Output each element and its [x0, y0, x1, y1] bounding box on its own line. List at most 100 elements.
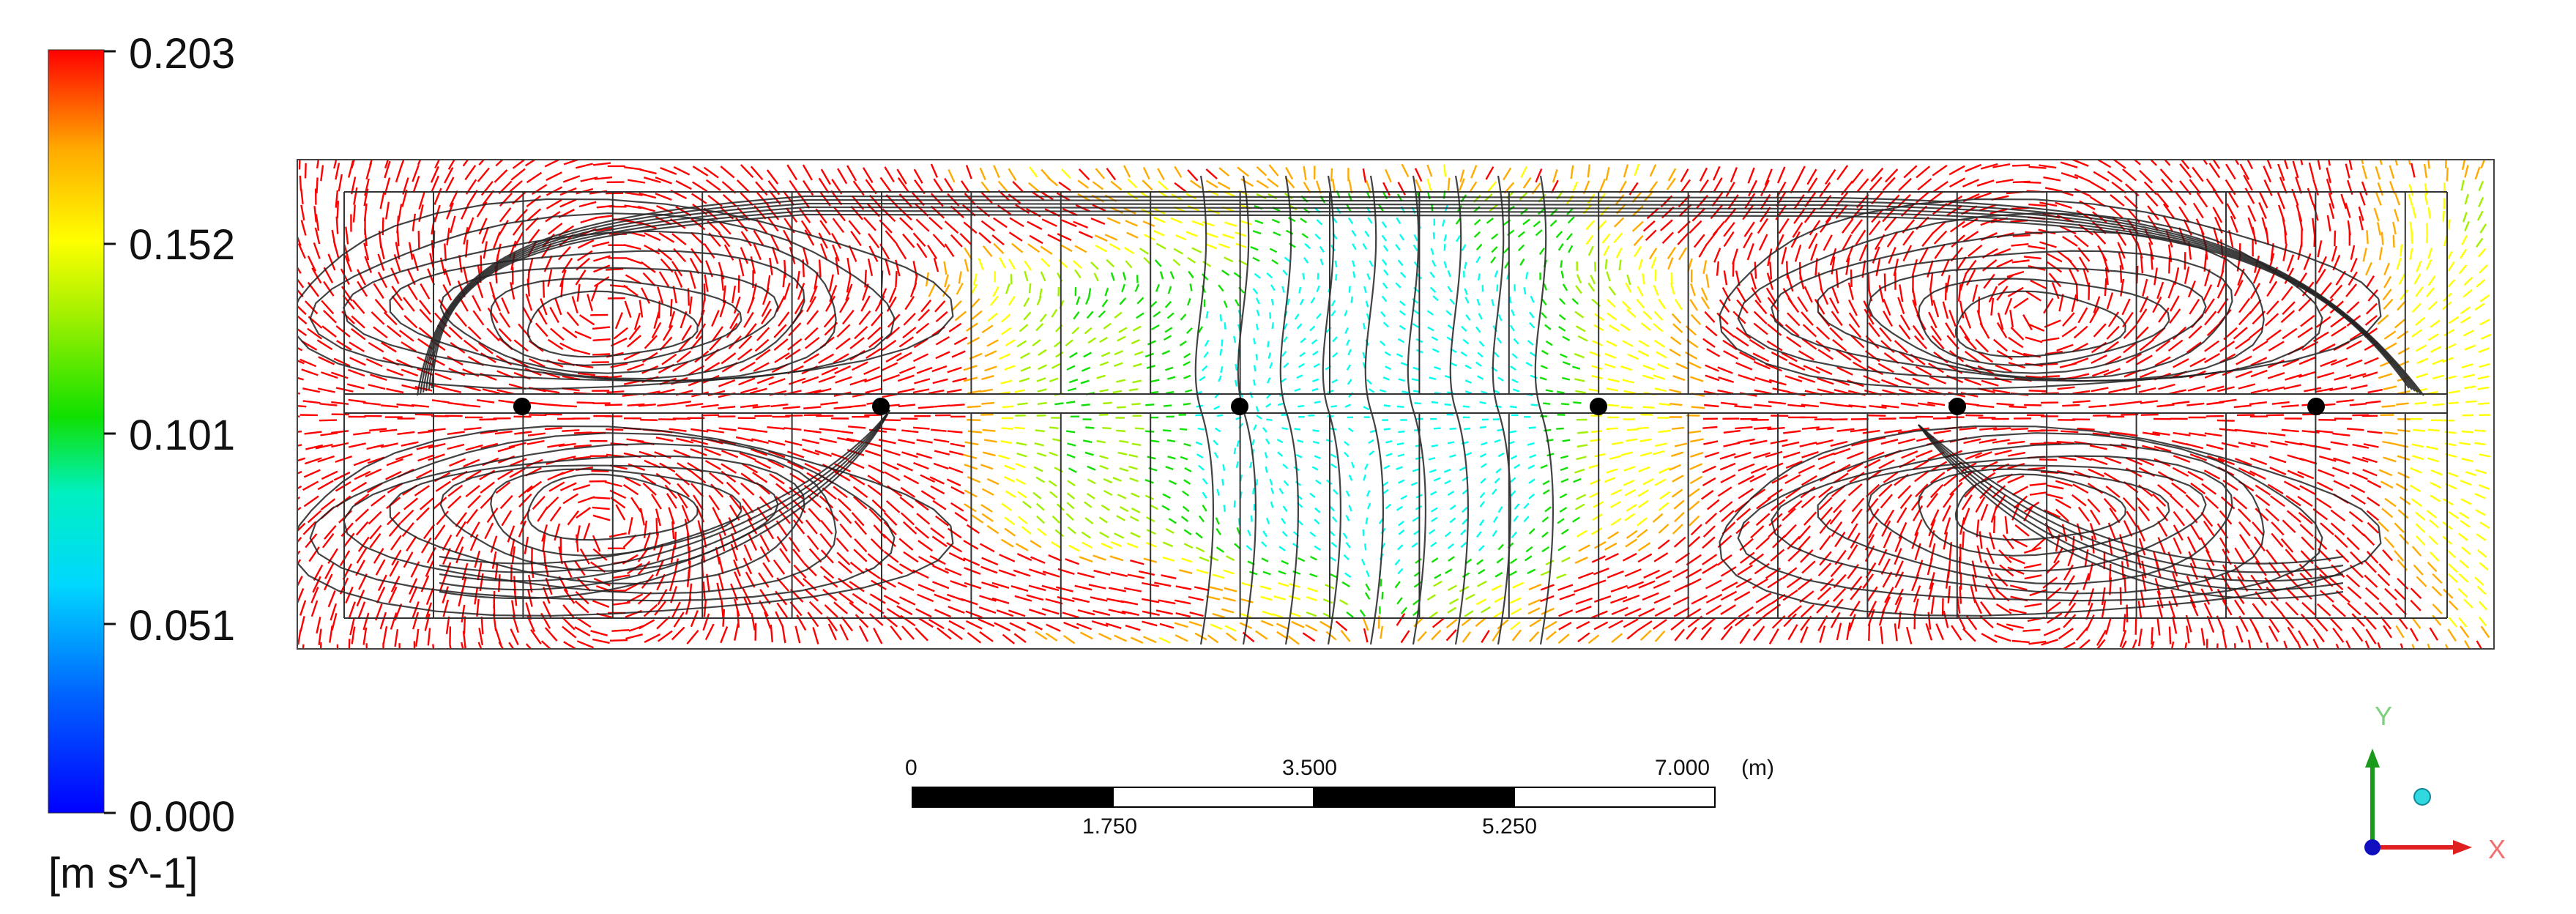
velocity-vector	[2028, 323, 2045, 332]
velocity-vector	[1252, 230, 1262, 235]
velocity-vector	[1246, 545, 1253, 551]
velocity-vector	[2410, 599, 2421, 612]
velocity-vector	[764, 612, 772, 629]
velocity-vector	[2427, 333, 2439, 341]
velocity-vector	[1766, 462, 1784, 471]
velocity-vector	[2233, 599, 2246, 616]
velocity-vector	[388, 522, 402, 537]
velocity-vector	[2461, 458, 2473, 463]
velocity-vector	[1577, 632, 1590, 643]
velocity-vector	[1205, 311, 1209, 319]
velocity-vector	[348, 639, 351, 649]
velocity-vector	[897, 374, 915, 382]
velocity-vector	[1832, 338, 1847, 352]
velocity-vector	[1189, 283, 1193, 291]
velocity-vector	[1130, 532, 1141, 538]
velocity-vector	[1509, 324, 1515, 332]
velocity-vector	[1995, 364, 2013, 373]
velocity-vector	[1385, 503, 1392, 510]
velocity-vector	[2088, 282, 2091, 300]
velocity-vector	[2078, 223, 2093, 236]
velocity-vector	[2410, 628, 2419, 642]
velocity-vector	[313, 242, 321, 259]
velocity-vector	[2319, 282, 2332, 297]
velocity-vector	[321, 371, 338, 379]
velocity-vector	[1620, 406, 1633, 409]
velocity-vector	[1264, 452, 1268, 458]
velocity-vector	[729, 494, 742, 510]
velocity-vector	[335, 216, 339, 234]
velocity-vector	[1412, 323, 1419, 328]
velocity-vector	[993, 165, 1000, 179]
velocity-vector	[1029, 609, 1046, 616]
velocity-vector	[562, 493, 579, 505]
velocity-vector	[444, 243, 447, 261]
velocity-vector	[1429, 611, 1438, 619]
velocity-vector	[1412, 244, 1418, 252]
velocity-vector	[1443, 164, 1447, 177]
velocity-vector	[1432, 617, 1445, 628]
velocity-vector	[1850, 585, 1863, 601]
velocity-vector	[2285, 601, 2299, 616]
velocity-vector	[1916, 450, 1933, 458]
velocity-vector	[367, 456, 385, 464]
velocity-vector	[2277, 163, 2285, 182]
velocity-vector	[2301, 601, 2316, 616]
velocity-vector	[867, 475, 884, 486]
velocity-vector	[1144, 494, 1155, 500]
velocity-vector	[1968, 244, 1983, 257]
velocity-vector	[1315, 479, 1322, 485]
velocity-vector	[2062, 236, 2078, 247]
velocity-vector	[1476, 298, 1481, 306]
velocity-vector	[637, 591, 652, 605]
velocity-vector	[1545, 560, 1555, 565]
velocity-vector	[1287, 298, 1290, 305]
velocity-vector	[2172, 616, 2178, 634]
velocity-vector	[1989, 532, 1995, 550]
velocity-vector	[1169, 271, 1175, 280]
velocity-vector	[1783, 430, 1801, 434]
velocity-vector	[1158, 636, 1171, 644]
velocity-vector	[1866, 469, 1882, 482]
velocity-vector	[388, 586, 398, 603]
velocity-vector	[1464, 364, 1472, 370]
velocity-vector	[704, 362, 721, 373]
velocity-vector	[1049, 451, 1058, 457]
velocity-vector	[491, 551, 497, 569]
velocity-vector	[1653, 595, 1671, 604]
velocity-vector	[1014, 389, 1025, 393]
velocity-vector	[1743, 232, 1753, 249]
velocity-vector	[2384, 497, 2397, 508]
velocity-vector	[865, 450, 882, 457]
velocity-vector	[753, 243, 762, 261]
velocity-vector	[2317, 371, 2334, 379]
velocity-vector	[2361, 456, 2378, 464]
velocity-vector	[2281, 286, 2293, 301]
velocity-vector	[1114, 634, 1128, 642]
velocity-vector	[1366, 313, 1370, 320]
velocity-vector	[1119, 297, 1127, 305]
velocity-vector	[2250, 388, 2268, 394]
velocity-vector	[2106, 292, 2114, 310]
velocity-vector	[1067, 480, 1076, 487]
velocity-vector	[1077, 179, 1090, 189]
velocity-vector	[580, 216, 598, 224]
velocity-vector	[1545, 340, 1553, 346]
velocity-vector	[577, 250, 593, 261]
velocity-vector	[1016, 442, 1027, 446]
velocity-vector	[2093, 323, 2107, 338]
velocity-vector	[740, 192, 754, 207]
velocity-vector	[1754, 300, 1768, 315]
velocity-vector	[559, 482, 577, 491]
velocity-vector	[2397, 509, 2409, 519]
velocity-vector	[1965, 259, 1977, 275]
velocity-vector	[370, 374, 387, 382]
velocity-vector	[1654, 607, 1672, 617]
velocity-vector	[1691, 595, 1708, 605]
velocity-vector	[1253, 504, 1256, 510]
velocity-vector	[1175, 234, 1187, 241]
velocity-vector	[1562, 439, 1571, 442]
velocity-vector	[2411, 546, 2422, 557]
velocity-vector	[1283, 480, 1289, 486]
velocity-vector	[2282, 327, 2298, 340]
